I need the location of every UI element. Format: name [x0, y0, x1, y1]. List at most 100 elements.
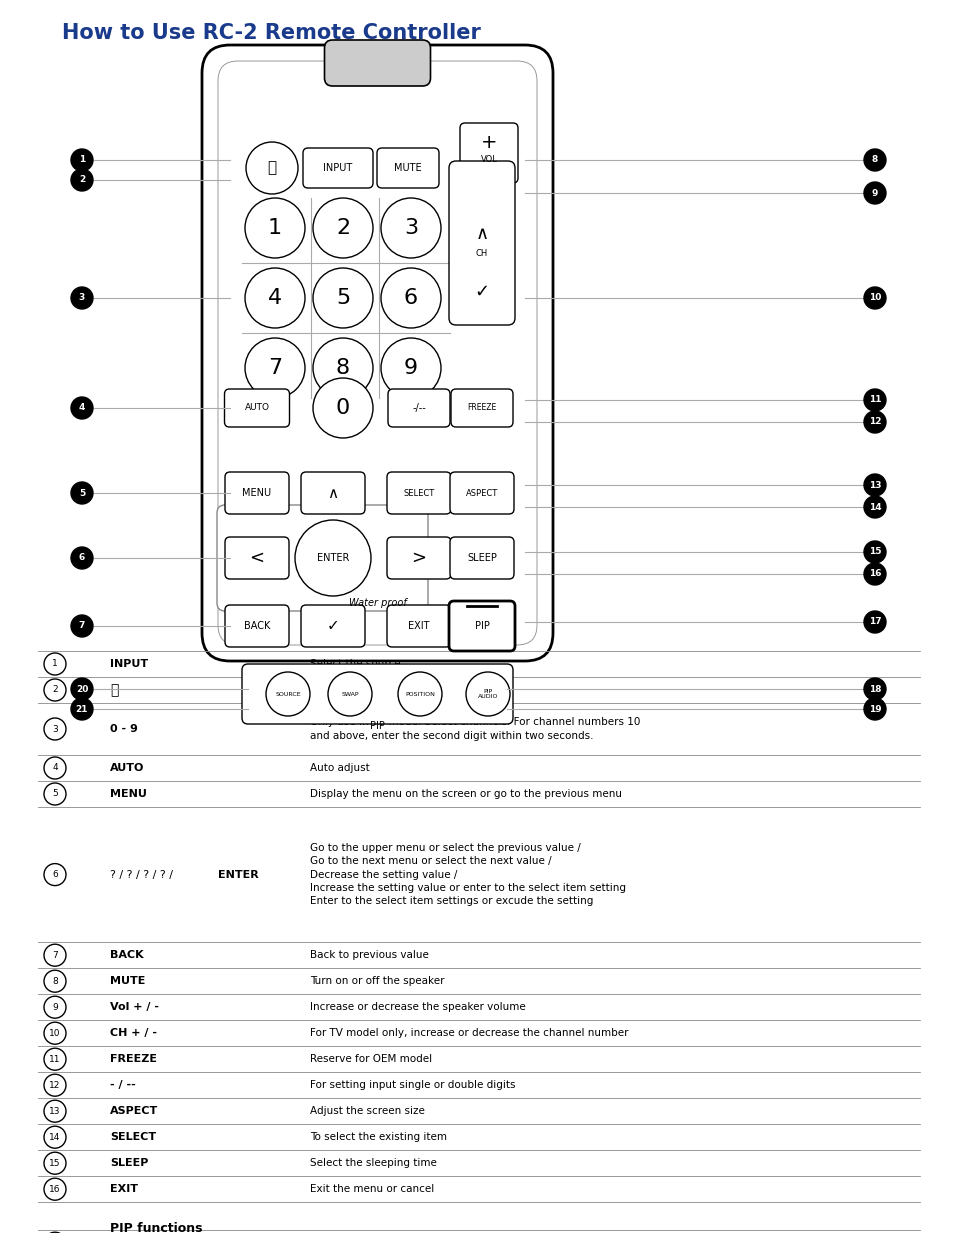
Text: Display the menu on the screen or go to the previous menu: Display the menu on the screen or go to … [310, 789, 621, 799]
FancyBboxPatch shape [224, 388, 289, 427]
Circle shape [44, 1074, 66, 1096]
Circle shape [863, 149, 885, 171]
Circle shape [44, 1179, 66, 1200]
Text: 2: 2 [79, 175, 85, 185]
FancyBboxPatch shape [459, 123, 517, 182]
Text: 8: 8 [52, 977, 58, 985]
Text: CH: CH [476, 249, 488, 259]
Text: 3: 3 [79, 293, 85, 302]
Circle shape [863, 287, 885, 309]
Text: >: > [411, 549, 426, 567]
FancyBboxPatch shape [324, 39, 430, 86]
FancyBboxPatch shape [303, 148, 373, 187]
Circle shape [44, 863, 66, 885]
Text: 6: 6 [52, 870, 58, 879]
Text: 21: 21 [75, 704, 89, 714]
Circle shape [294, 520, 371, 596]
Text: Auto adjust: Auto adjust [310, 763, 370, 773]
Text: 3: 3 [403, 218, 417, 238]
Circle shape [863, 182, 885, 203]
Text: ∧: ∧ [475, 224, 488, 243]
Text: 12: 12 [868, 418, 881, 427]
Text: 11: 11 [868, 396, 881, 404]
Circle shape [44, 996, 66, 1018]
Text: 9: 9 [403, 358, 417, 379]
Text: 1: 1 [268, 218, 282, 238]
Text: 14: 14 [868, 503, 881, 512]
Circle shape [71, 287, 92, 309]
Text: Reserve for OEM model: Reserve for OEM model [310, 1054, 432, 1064]
Circle shape [863, 612, 885, 633]
Text: SOURCE: SOURCE [274, 692, 300, 697]
Text: 16: 16 [868, 570, 881, 578]
Text: 17: 17 [868, 618, 881, 626]
Text: Adjust the screen size: Adjust the screen size [310, 1106, 424, 1116]
Circle shape [246, 142, 297, 194]
Circle shape [266, 672, 310, 716]
Text: 8: 8 [335, 358, 350, 379]
Circle shape [380, 268, 440, 328]
Text: SWAP: SWAP [341, 692, 358, 697]
Text: SELECT: SELECT [403, 488, 435, 497]
Circle shape [863, 678, 885, 700]
Text: MENU: MENU [242, 488, 272, 498]
Text: 9: 9 [52, 1002, 58, 1012]
FancyBboxPatch shape [301, 472, 365, 514]
Circle shape [863, 496, 885, 518]
Text: Increase or decrease the speaker volume: Increase or decrease the speaker volume [310, 1002, 525, 1012]
Circle shape [245, 268, 305, 328]
Text: For TV model only, increase or decrease the channel number: For TV model only, increase or decrease … [310, 1028, 628, 1038]
Text: Turn on or off the speaker: Turn on or off the speaker [310, 977, 444, 986]
Text: Back to previous value: Back to previous value [310, 951, 429, 961]
Circle shape [71, 615, 92, 637]
Text: - / --: - / -- [110, 1080, 135, 1090]
Text: Select the source: Select the source [310, 658, 400, 670]
Circle shape [863, 388, 885, 411]
Text: AUTO: AUTO [110, 763, 144, 773]
Text: FREEZE: FREEZE [467, 403, 497, 413]
Text: 7: 7 [268, 358, 282, 379]
Text: 6: 6 [403, 289, 417, 308]
Circle shape [71, 149, 92, 171]
FancyBboxPatch shape [202, 44, 553, 661]
Circle shape [245, 199, 305, 258]
FancyBboxPatch shape [218, 60, 537, 645]
Text: 20: 20 [75, 684, 88, 693]
Text: 18: 18 [868, 684, 881, 693]
FancyBboxPatch shape [450, 538, 514, 580]
Text: 1: 1 [52, 660, 58, 668]
Circle shape [71, 698, 92, 720]
Text: 10: 10 [50, 1028, 61, 1038]
FancyBboxPatch shape [451, 388, 513, 427]
Circle shape [71, 482, 92, 504]
FancyBboxPatch shape [449, 600, 515, 651]
Text: MUTE: MUTE [110, 977, 145, 986]
Circle shape [44, 757, 66, 779]
Text: ? / ? / ? / ? /: ? / ? / ? / ? / [110, 869, 176, 879]
Circle shape [863, 563, 885, 584]
Circle shape [313, 268, 373, 328]
Text: 15: 15 [50, 1159, 61, 1168]
Circle shape [465, 672, 510, 716]
Text: 19: 19 [868, 704, 881, 714]
Circle shape [71, 678, 92, 700]
Text: EXIT: EXIT [408, 621, 429, 631]
Circle shape [313, 199, 373, 258]
Text: 4: 4 [52, 763, 58, 773]
FancyBboxPatch shape [387, 538, 451, 580]
Text: 7: 7 [52, 951, 58, 959]
Circle shape [44, 718, 66, 740]
Text: 2: 2 [335, 218, 350, 238]
Text: Water proof: Water proof [348, 598, 406, 608]
Text: Only use in TV mode. Select channels. For channel numbers 10
and above, enter th: Only use in TV mode. Select channels. Fo… [310, 718, 639, 741]
FancyBboxPatch shape [450, 472, 514, 514]
Text: How to Use RC-2 Remote Controller: How to Use RC-2 Remote Controller [62, 23, 480, 43]
FancyBboxPatch shape [387, 605, 451, 647]
Text: MUTE: MUTE [394, 163, 421, 173]
Circle shape [863, 541, 885, 563]
Text: ENTER: ENTER [316, 552, 349, 563]
Text: 5: 5 [335, 289, 350, 308]
Circle shape [471, 171, 506, 208]
Text: POSITION: POSITION [405, 692, 435, 697]
Circle shape [44, 1152, 66, 1174]
